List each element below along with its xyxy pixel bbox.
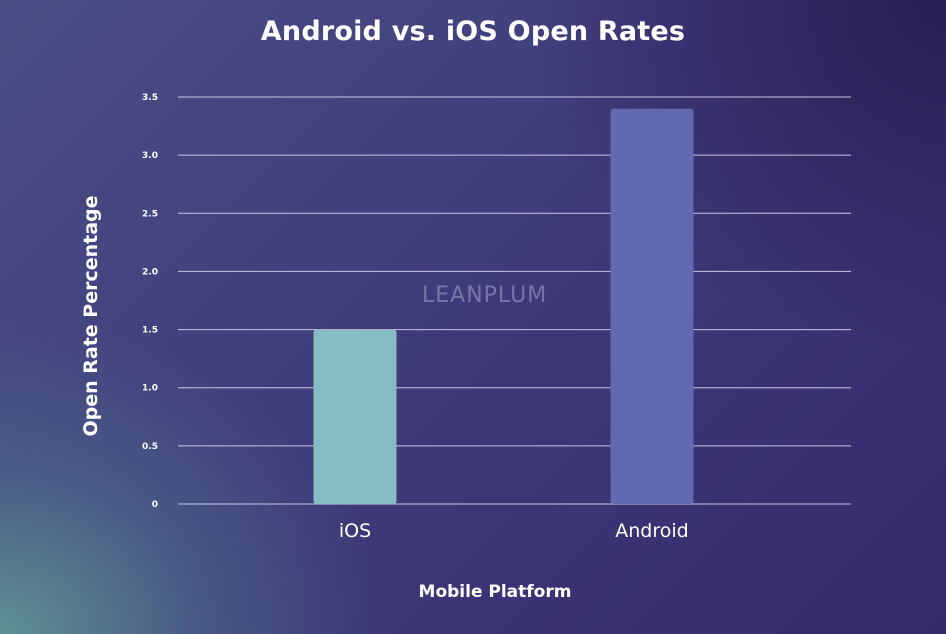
y-tick-label: 3.0	[142, 151, 158, 161]
y-tick-label: 0.5	[142, 442, 158, 452]
x-axis-label: Mobile Platform	[418, 582, 572, 602]
y-tick-labels: 0 0.5 1.0 1.5 2.0 2.5 3.0 3.5	[142, 93, 158, 510]
x-category-label: iOS	[339, 520, 371, 542]
leanplum-watermark: LEANPLUM	[422, 283, 548, 308]
chart-title: Android vs. iOS Open Rates	[260, 16, 686, 47]
x-category-labels: iOS Android	[339, 520, 689, 542]
y-tick-label: 3.5	[142, 93, 158, 103]
bars	[313, 108, 694, 504]
y-tick-label: 1.0	[142, 384, 158, 394]
y-tick-label: 0	[152, 500, 158, 510]
gridlines	[178, 96, 851, 505]
y-tick-label: 2.0	[142, 267, 158, 277]
x-category-label: Android	[615, 520, 688, 542]
y-tick-label: 2.5	[142, 209, 158, 219]
bar-ios	[313, 329, 397, 504]
y-tick-label: 1.5	[142, 326, 158, 336]
bar-android	[610, 108, 694, 504]
